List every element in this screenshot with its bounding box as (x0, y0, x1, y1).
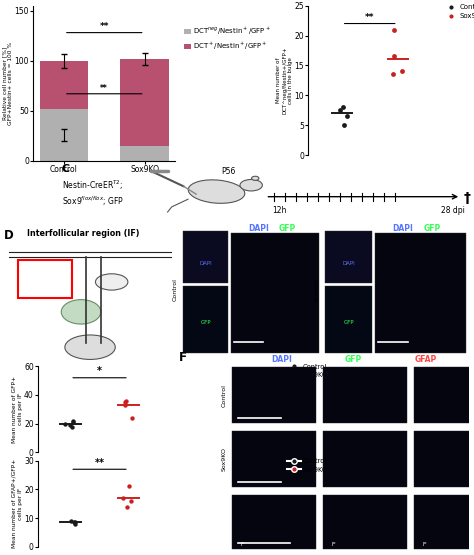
Point (390, 25, 398, 34)
Bar (183, 231, 228, 284)
Text: **: ** (94, 458, 105, 468)
Text: DAPI: DAPI (200, 261, 212, 266)
Point (122, 396, 129, 405)
Bar (414, 495, 474, 549)
Point (68, 422, 75, 431)
Bar (323, 495, 407, 549)
Text: GFP: GFP (344, 320, 354, 325)
Text: Sox9KO: Sox9KO (315, 278, 320, 302)
Text: DAPI: DAPI (248, 224, 269, 233)
Bar (120, 146, 169, 161)
Legend: DCT$^{neg}$/Nestin$^+$/GFP$^+$, DCT$^+$/Nestin$^+$/GFP$^+$: DCT$^{neg}$/Nestin$^+$/GFP$^+$, DCT$^+$/… (183, 26, 271, 52)
Point (128, 496, 135, 505)
Text: Interfollicular region (IF): Interfollicular region (IF) (27, 229, 139, 238)
Bar (323, 431, 407, 487)
Point (339, 103, 346, 112)
Ellipse shape (188, 180, 245, 203)
Text: Sox9KO: Sox9KO (221, 447, 227, 471)
Point (121, 398, 129, 407)
Bar (40, 109, 88, 161)
Text: DAPI: DAPI (271, 355, 292, 364)
Bar (231, 233, 319, 352)
Point (340, 121, 348, 130)
Point (125, 482, 133, 491)
Point (61, 419, 68, 428)
Bar (183, 286, 228, 352)
Bar (232, 495, 316, 549)
Point (121, 401, 129, 410)
Bar (375, 233, 466, 352)
Bar (325, 286, 372, 352)
Point (389, 70, 397, 79)
Bar (232, 431, 316, 487)
Text: †: † (464, 191, 471, 205)
Bar (232, 367, 316, 423)
Point (70, 416, 77, 425)
Text: C: C (62, 164, 70, 174)
Text: GFP: GFP (278, 224, 295, 233)
Text: Nestin-CreER$^{T2}$;: Nestin-CreER$^{T2}$; (62, 179, 123, 192)
Point (66, 421, 74, 430)
Text: GFP: GFP (345, 355, 362, 364)
Y-axis label: Mean number of GFAP+/GFP+
cells per IF: Mean number of GFAP+/GFP+ cells per IF (12, 459, 23, 548)
Text: Sox9$^{flox/flox}$; GFP: Sox9$^{flox/flox}$; GFP (62, 194, 124, 208)
Text: F': F' (332, 542, 337, 547)
Point (343, 112, 351, 121)
Text: Control: Control (221, 384, 227, 407)
Bar (414, 367, 474, 423)
Bar (120, 59, 169, 146)
Bar (414, 431, 474, 487)
Ellipse shape (61, 300, 101, 324)
Point (390, 52, 398, 61)
Text: **: ** (100, 22, 109, 31)
Bar (325, 231, 372, 284)
Bar (40, 60, 88, 109)
Legend: Control, Sox9KO: Control, Sox9KO (284, 456, 330, 476)
Legend: Control, Sox9KO: Control, Sox9KO (284, 361, 330, 381)
Point (337, 106, 344, 115)
Text: P56: P56 (221, 168, 236, 176)
Bar (323, 367, 407, 423)
Legend: Control, Sox9KO: Control, Sox9KO (441, 2, 474, 22)
Text: GFP: GFP (201, 320, 211, 325)
Ellipse shape (65, 335, 115, 360)
Point (128, 413, 136, 422)
Y-axis label: Mean number of GFP+
cells per IF: Mean number of GFP+ cells per IF (12, 376, 23, 443)
Point (67, 516, 75, 525)
Point (71, 518, 79, 527)
Point (124, 502, 131, 511)
Y-axis label: Relative cell number [%]
GFP+Nestin+ cells = 100 %: Relative cell number [%] GFP+Nestin+ cel… (2, 42, 13, 125)
Text: *: * (97, 366, 102, 376)
Point (70, 518, 78, 527)
Text: F': F' (241, 542, 246, 547)
Text: **: ** (365, 13, 374, 22)
Text: GFAP: GFAP (415, 355, 437, 364)
Text: F': F' (423, 542, 428, 547)
Text: Control: Control (173, 279, 178, 301)
Point (71, 519, 79, 528)
Ellipse shape (252, 176, 259, 180)
Text: 28 dpi: 28 dpi (441, 206, 465, 215)
Text: DAPI: DAPI (342, 261, 355, 266)
Point (69, 418, 77, 427)
Ellipse shape (95, 274, 128, 290)
Text: D: D (4, 229, 13, 242)
Text: DAPI: DAPI (392, 224, 414, 233)
Ellipse shape (240, 179, 263, 191)
Text: GFP: GFP (424, 224, 441, 233)
Text: **: ** (100, 84, 108, 93)
Y-axis label: Mean number of
DCT^neg/Nestin+/GFP+
cells in the bulge: Mean number of DCT^neg/Nestin+/GFP+ cell… (276, 47, 293, 114)
Point (119, 493, 127, 502)
Text: F: F (179, 351, 187, 365)
Bar (18, 260, 72, 298)
Text: 12h: 12h (273, 206, 287, 215)
Point (398, 67, 406, 76)
